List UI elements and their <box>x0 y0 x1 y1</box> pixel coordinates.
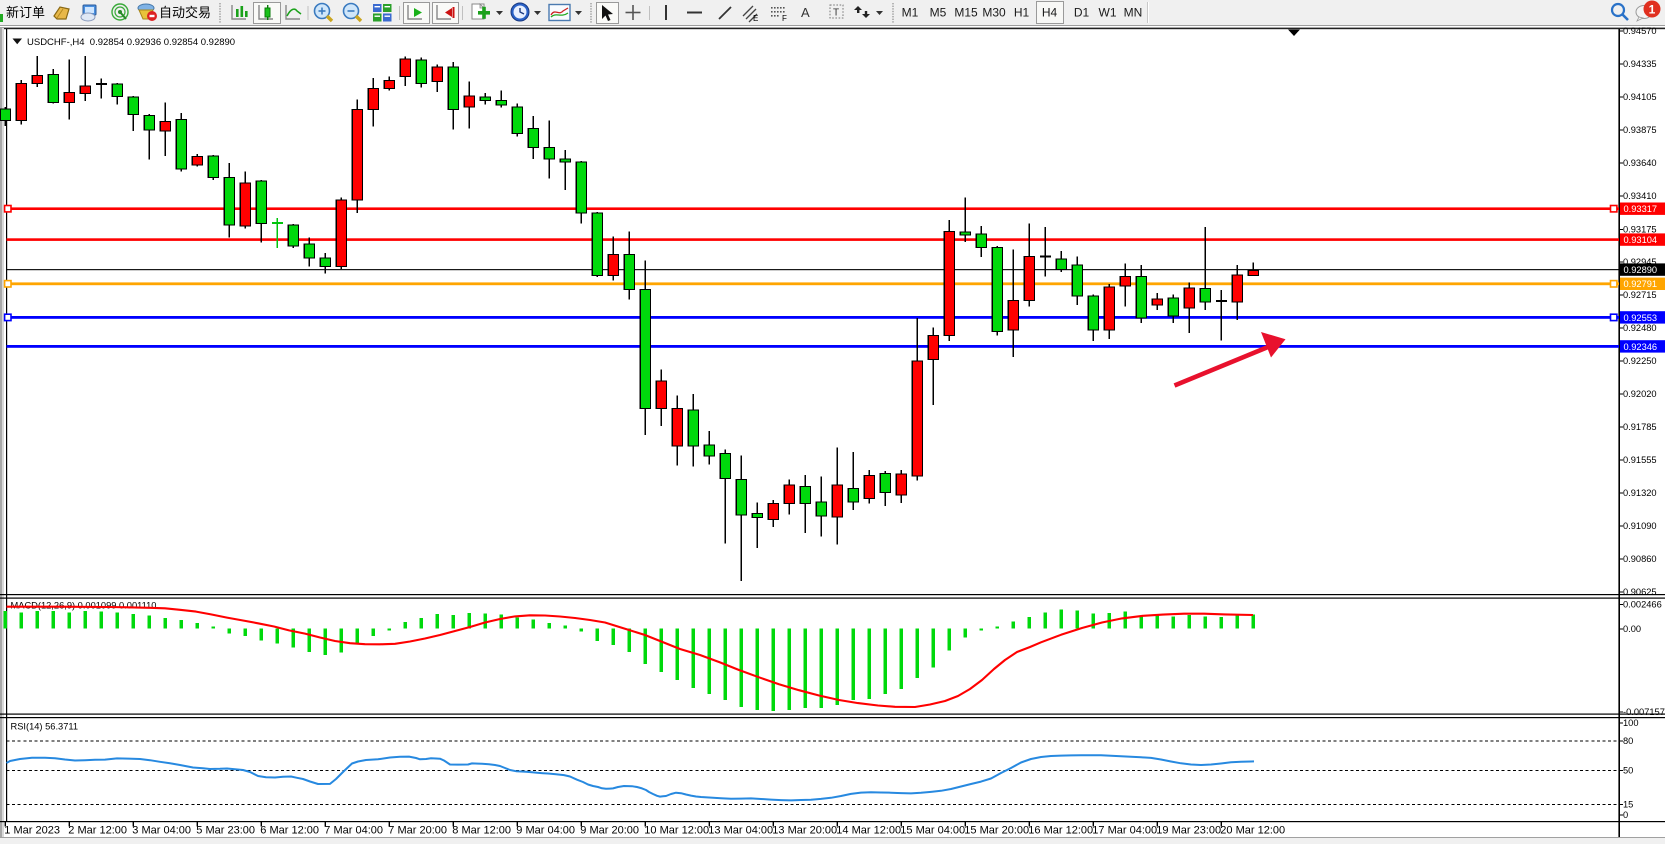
svg-text:T: T <box>833 8 839 19</box>
svg-text:19 Mar 23:00: 19 Mar 23:00 <box>1156 825 1221 837</box>
svg-text:D1: D1 <box>1074 6 1090 20</box>
svg-text:E: E <box>753 14 758 23</box>
svg-text:0.91090: 0.91090 <box>1623 521 1657 531</box>
svg-text:80: 80 <box>1623 736 1633 746</box>
svg-text:0.92715: 0.92715 <box>1623 290 1657 300</box>
svg-text:9 Mar 20:00: 9 Mar 20:00 <box>580 825 639 837</box>
svg-text:H4: H4 <box>1042 6 1058 20</box>
svg-text:6 Mar 12:00: 6 Mar 12:00 <box>260 825 319 837</box>
svg-text:0.92945: 0.92945 <box>1623 257 1657 267</box>
svg-text:M1: M1 <box>902 6 919 20</box>
svg-text:0.93317: 0.93317 <box>1624 204 1658 214</box>
svg-text:9 Mar 04:00: 9 Mar 04:00 <box>516 825 575 837</box>
svg-text:M5: M5 <box>930 6 947 20</box>
svg-text:100: 100 <box>1623 718 1639 728</box>
svg-text:0.92346: 0.92346 <box>1624 342 1658 352</box>
svg-text:15 Mar 04:00: 15 Mar 04:00 <box>900 825 965 837</box>
svg-text:16 Mar 12:00: 16 Mar 12:00 <box>1028 825 1093 837</box>
svg-text:0.92553: 0.92553 <box>1624 313 1658 323</box>
svg-text:17 Mar 04:00: 17 Mar 04:00 <box>1092 825 1157 837</box>
svg-text:0.90625: 0.90625 <box>1623 587 1657 597</box>
svg-text:0.91320: 0.91320 <box>1623 488 1657 498</box>
svg-text:0.93104: 0.93104 <box>1624 235 1658 245</box>
svg-text:14 Mar 12:00: 14 Mar 12:00 <box>836 825 901 837</box>
svg-text:0: 0 <box>1623 810 1628 820</box>
svg-text:15: 15 <box>1623 800 1633 810</box>
svg-text:新订单: 新订单 <box>6 5 45 20</box>
svg-text:8 Mar 12:00: 8 Mar 12:00 <box>452 825 511 837</box>
svg-text:0.91555: 0.91555 <box>1623 455 1657 465</box>
svg-text:W1: W1 <box>1099 6 1117 20</box>
svg-text:7 Mar 04:00: 7 Mar 04:00 <box>324 825 383 837</box>
svg-text:3 Mar 04:00: 3 Mar 04:00 <box>132 825 191 837</box>
svg-text:2 Mar 12:00: 2 Mar 12:00 <box>68 825 127 837</box>
svg-text:-0.007157: -0.007157 <box>1623 707 1665 717</box>
svg-text:0.92250: 0.92250 <box>1623 356 1657 366</box>
svg-text:5 Mar 23:00: 5 Mar 23:00 <box>196 825 255 837</box>
svg-text:0.94570: 0.94570 <box>1623 26 1657 36</box>
svg-text:USDCHF-,H4 0.92854 0.92936 0.: USDCHF-,H4 0.92854 0.92936 0.92854 0.928… <box>27 37 235 48</box>
svg-text:0.002466: 0.002466 <box>1623 600 1662 610</box>
svg-text:0.92791: 0.92791 <box>1624 279 1658 289</box>
svg-text:0.94105: 0.94105 <box>1623 92 1657 102</box>
svg-text:13 Mar 04:00: 13 Mar 04:00 <box>708 825 773 837</box>
svg-text:1 Mar 2023: 1 Mar 2023 <box>4 825 60 837</box>
svg-text:7 Mar 20:00: 7 Mar 20:00 <box>388 825 447 837</box>
svg-text:0.93410: 0.93410 <box>1623 191 1657 201</box>
svg-text:13 Mar 20:00: 13 Mar 20:00 <box>772 825 837 837</box>
svg-text:F: F <box>782 14 787 23</box>
svg-text:0.91785: 0.91785 <box>1623 422 1657 432</box>
svg-text:A: A <box>801 5 810 20</box>
svg-text:MN: MN <box>1124 6 1143 20</box>
svg-text:0.93640: 0.93640 <box>1623 158 1657 168</box>
svg-text:0.93875: 0.93875 <box>1623 125 1657 135</box>
svg-text:0.92020: 0.92020 <box>1623 389 1657 399</box>
svg-text:MACD(12,26,9) 0.001099 0.00111: MACD(12,26,9) 0.001099 0.001110 <box>11 601 157 611</box>
svg-text:0.92480: 0.92480 <box>1623 323 1657 333</box>
svg-text:M15: M15 <box>954 6 978 20</box>
svg-text:0.93175: 0.93175 <box>1623 225 1657 235</box>
svg-text:RSI(14) 56.3711: RSI(14) 56.3711 <box>11 722 79 732</box>
svg-text:0.92890: 0.92890 <box>1624 265 1658 275</box>
svg-text:0.90860: 0.90860 <box>1623 554 1657 564</box>
svg-text:M30: M30 <box>982 6 1006 20</box>
svg-text:10 Mar 12:00: 10 Mar 12:00 <box>644 825 709 837</box>
svg-text:0.94335: 0.94335 <box>1623 59 1657 69</box>
svg-text:15 Mar 20:00: 15 Mar 20:00 <box>964 825 1029 837</box>
svg-text:H1: H1 <box>1014 6 1030 20</box>
svg-text:50: 50 <box>1623 766 1633 776</box>
svg-text:20 Mar 12:00: 20 Mar 12:00 <box>1220 825 1285 837</box>
svg-text:1: 1 <box>1649 3 1656 17</box>
svg-text:0.00: 0.00 <box>1623 624 1641 634</box>
svg-text:自动交易: 自动交易 <box>159 5 211 20</box>
